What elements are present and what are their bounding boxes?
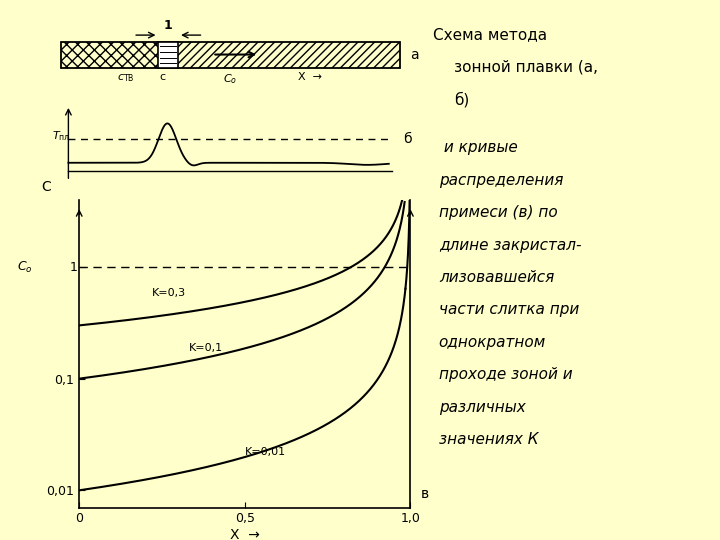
Text: C: C <box>41 180 51 194</box>
Text: $c_{\rm ТВ}$: $c_{\rm ТВ}$ <box>117 72 135 84</box>
Text: однократном: однократном <box>438 335 546 350</box>
Bar <box>61 42 158 68</box>
Text: Схема метода: Схема метода <box>433 27 547 42</box>
Text: c: c <box>159 72 165 83</box>
Bar <box>158 42 179 68</box>
Text: зонной плавки (а,: зонной плавки (а, <box>454 59 598 75</box>
Bar <box>61 42 400 68</box>
Text: примеси (в) по: примеси (в) по <box>438 205 557 220</box>
Text: проходе зоной и: проходе зоной и <box>438 367 572 382</box>
Text: $C_o$: $C_o$ <box>17 259 33 274</box>
Bar <box>179 42 400 68</box>
Text: значениях К: значениях К <box>438 432 539 447</box>
Text: K=0,1: K=0,1 <box>189 342 222 353</box>
X-axis label: X  →: X → <box>230 528 260 540</box>
Text: длине закристал-: длине закристал- <box>438 238 581 253</box>
Text: лизовавшейся: лизовавшейся <box>438 270 554 285</box>
Text: K=0,01: K=0,01 <box>245 447 286 457</box>
Text: X  →: X → <box>297 72 322 83</box>
Text: K=0,3: K=0,3 <box>152 288 186 299</box>
Text: а: а <box>410 48 419 62</box>
Text: б: б <box>403 132 412 146</box>
Text: различных: различных <box>438 400 526 415</box>
Text: части слитка при: части слитка при <box>438 302 579 318</box>
Text: 1: 1 <box>164 19 173 32</box>
Text: в: в <box>420 488 428 502</box>
Text: $C_o$: $C_o$ <box>223 72 238 86</box>
Text: $T_{\rm пл}$: $T_{\rm пл}$ <box>53 130 71 144</box>
Text: распределения: распределения <box>438 173 563 188</box>
Text: 1: 1 <box>70 260 78 274</box>
Text: и кривые: и кривые <box>438 140 518 156</box>
Text: б): б) <box>454 92 469 107</box>
